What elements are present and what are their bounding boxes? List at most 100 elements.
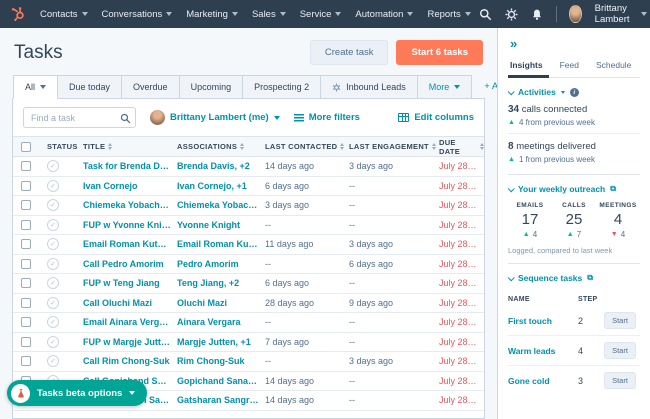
row-checkbox[interactable] — [21, 258, 31, 269]
column-header[interactable]: LAST CONTACTED — [265, 142, 349, 151]
association-link[interactable]: Brenda Davis, +2 — [177, 161, 250, 172]
association-link[interactable]: Margje Jutten, +1 — [177, 336, 251, 347]
view-tab[interactable]: Upcoming — [178, 75, 244, 99]
nav-menu-item[interactable]: Conversations — [102, 9, 173, 20]
edit-columns-button[interactable]: Edit columns — [398, 112, 474, 123]
row-checkbox[interactable] — [21, 356, 31, 367]
association-link[interactable]: Pedro Amorim — [177, 258, 239, 269]
sequences-section-header[interactable]: Sequence tasks — [507, 273, 640, 283]
complete-check-icon[interactable] — [47, 238, 59, 251]
row-checkbox[interactable] — [21, 200, 31, 211]
user-menu[interactable]: Brittany Lambert — [595, 3, 647, 25]
complete-check-icon[interactable] — [47, 296, 59, 309]
external-link-icon[interactable] — [610, 185, 616, 193]
association-link[interactable]: Chiemeka Yobachukwu — [177, 200, 265, 211]
table-row[interactable]: Call Pedro Amorim Pedro Amorim -- 6 days… — [13, 254, 484, 274]
sidebar-tab[interactable]: Schedule — [595, 60, 632, 70]
task-title-link[interactable]: Call Oluchi Mazi — [83, 297, 153, 308]
nav-menu-item[interactable]: Sales — [252, 9, 286, 20]
complete-check-icon[interactable] — [47, 335, 59, 348]
association-link[interactable]: Gatsharan Sangrota — [177, 395, 264, 406]
task-title-link[interactable]: Call Pedro Amorim — [83, 258, 164, 269]
sort-icon[interactable] — [480, 143, 484, 150]
task-title-link[interactable]: Task for Brenda Davis — [83, 161, 177, 172]
column-header[interactable]: ASSOCIATIONS — [177, 142, 265, 151]
association-link[interactable]: Ivan Cornejo, +1 — [177, 180, 247, 191]
view-tab[interactable]: Overdue — [121, 75, 180, 99]
association-link[interactable]: Ainara Vergara — [177, 317, 241, 328]
nav-menu-item[interactable]: Reports — [427, 9, 471, 20]
avatar[interactable] — [569, 5, 582, 23]
sort-icon[interactable] — [240, 143, 245, 150]
view-tab[interactable]: Due today — [57, 75, 123, 99]
sidebar-tab[interactable]: Feed — [559, 60, 579, 70]
bell-icon[interactable] — [531, 8, 543, 21]
view-tab[interactable]: All — [13, 75, 59, 99]
complete-check-icon[interactable] — [47, 257, 59, 270]
tasks-beta-options-button[interactable]: Tasks beta options — [7, 380, 148, 406]
sort-icon[interactable] — [431, 143, 436, 150]
sequence-name-link[interactable]: First touch — [508, 315, 552, 326]
table-row[interactable]: FUP w Teng Jiang Teng Jiang, +2 6 days a… — [13, 274, 484, 294]
task-title-link[interactable]: FUP w Yvonne Knight — [83, 219, 176, 230]
row-checkbox[interactable] — [21, 161, 31, 172]
nav-menu-item[interactable]: Service — [300, 9, 342, 20]
association-link[interactable]: Teng Jiang, +2 — [177, 278, 240, 289]
association-link[interactable]: Rim Chong-Suk — [177, 356, 245, 367]
table-row[interactable]: FUP w Yvonne Knight Yvonne Knight -- -- … — [13, 215, 484, 235]
row-checkbox[interactable] — [21, 317, 31, 328]
task-title-link[interactable]: Email Ainara Vergara — [83, 317, 173, 328]
create-task-button[interactable]: Create task — [309, 40, 389, 65]
row-checkbox[interactable] — [21, 180, 31, 191]
activities-section-header[interactable]: Activities — [507, 87, 640, 97]
start-sequence-button[interactable]: Start — [604, 372, 636, 389]
select-all-checkbox[interactable] — [21, 141, 31, 152]
complete-check-icon[interactable] — [47, 218, 59, 231]
sort-icon[interactable] — [340, 143, 345, 150]
table-row[interactable]: Call Oluchi Mazi Oluchi Mazi 28 days ago… — [13, 293, 484, 313]
table-row[interactable]: Task for Brenda Davis Brenda Davis, +2 1… — [13, 157, 484, 177]
owner-filter-dropdown[interactable]: Brittany Lambert (me) — [150, 110, 280, 125]
table-row[interactable]: Email Roman Kutepov Email Roman Kutepov … — [13, 235, 484, 255]
start-tasks-button[interactable]: Start 6 tasks — [396, 40, 483, 65]
gear-icon[interactable] — [505, 7, 518, 21]
row-checkbox[interactable] — [21, 336, 31, 347]
outreach-section-header[interactable]: Your weekly outreach — [507, 184, 640, 194]
column-header[interactable]: LAST ENGAGEMENT — [349, 142, 439, 151]
search-icon[interactable] — [479, 8, 492, 21]
search-input[interactable] — [23, 107, 136, 128]
view-tab[interactable]: Prospecting 2 — [242, 75, 322, 99]
complete-check-icon[interactable] — [47, 199, 59, 212]
association-link[interactable]: Oluchi Mazi — [177, 297, 228, 308]
complete-check-icon[interactable] — [47, 277, 59, 290]
sequence-name-link[interactable]: Warm leads — [508, 345, 556, 356]
task-title-link[interactable]: Call Rim Chong-Suk — [83, 356, 170, 367]
task-title-link[interactable]: FUP w Margje Jutten — [83, 336, 172, 347]
row-checkbox[interactable] — [21, 239, 31, 250]
complete-check-icon[interactable] — [47, 179, 59, 192]
info-icon[interactable] — [569, 87, 579, 97]
nav-menu-item[interactable]: Contacts — [40, 9, 88, 20]
table-row[interactable]: Email Ainara Vergara Ainara Vergara -- -… — [13, 313, 484, 333]
row-checkbox[interactable] — [21, 297, 31, 308]
association-link[interactable]: Email Roman Kutepov — [177, 239, 265, 250]
table-row[interactable]: Ivan Cornejo Ivan Cornejo, +1 6 days ago… — [13, 176, 484, 196]
complete-check-icon[interactable] — [47, 160, 59, 173]
column-header[interactable]: DUE DATE — [439, 138, 484, 156]
task-title-link[interactable]: Email Roman Kutepov — [83, 239, 177, 250]
sequence-name-link[interactable]: Gone cold — [508, 375, 550, 386]
complete-check-icon[interactable] — [47, 316, 59, 329]
collapse-sidebar-button[interactable]: » — [510, 36, 518, 51]
view-tab[interactable]: Inbound Leads — [320, 75, 418, 99]
hubspot-logo-icon[interactable] — [10, 6, 26, 22]
task-title-link[interactable]: FUP w Teng Jiang — [83, 278, 160, 289]
row-checkbox[interactable] — [21, 278, 31, 289]
more-filters-button[interactable]: More filters — [293, 112, 360, 123]
complete-check-icon[interactable] — [47, 355, 59, 368]
view-tab[interactable]: More — [416, 75, 473, 99]
table-row[interactable]: Chiemeka Yobachukwu Chiemeka Yobachukwu … — [13, 196, 484, 216]
external-link-icon[interactable] — [587, 274, 593, 282]
task-title-link[interactable]: Chiemeka Yobachukwu — [83, 200, 177, 211]
nav-menu-item[interactable]: Marketing — [186, 9, 238, 20]
task-title-link[interactable]: Ivan Cornejo — [83, 180, 138, 191]
